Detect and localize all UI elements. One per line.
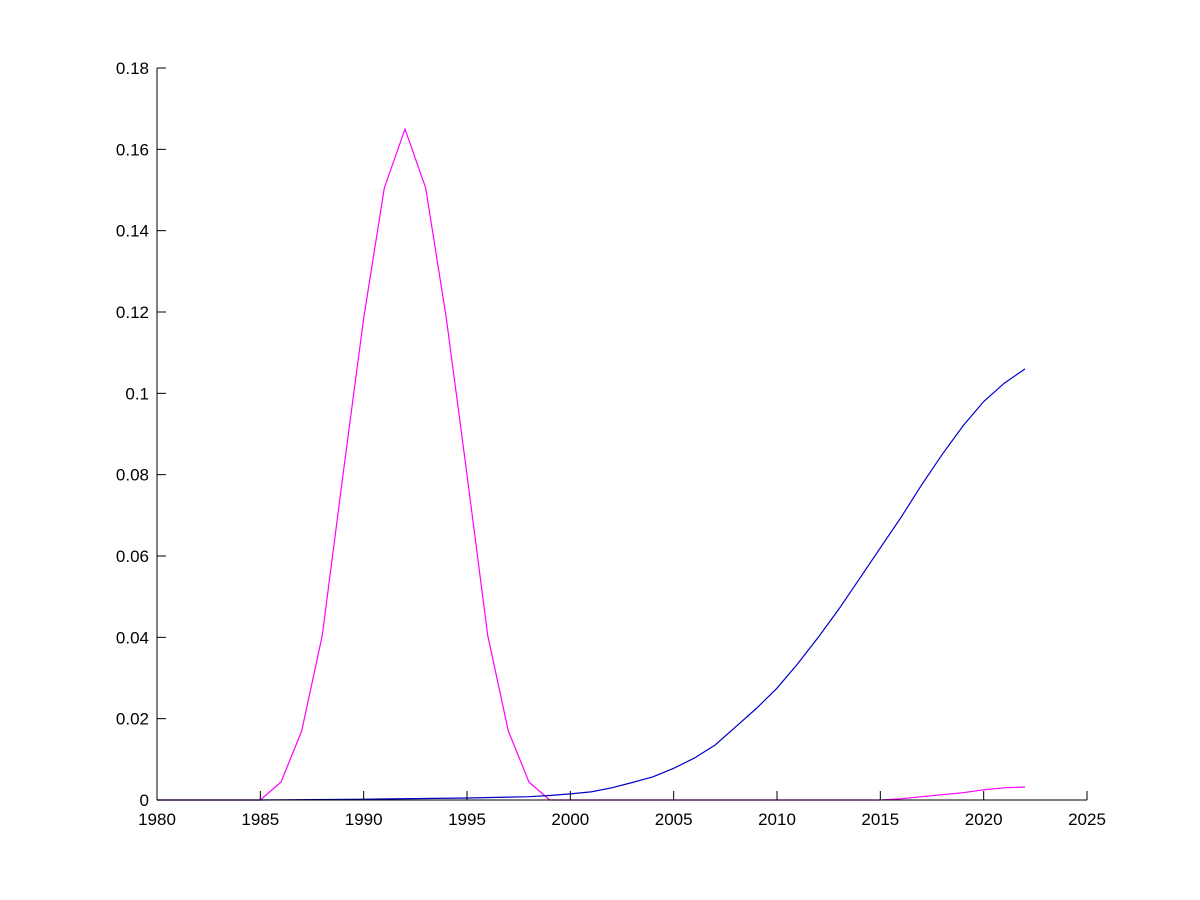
x-tick-label: 1995 bbox=[448, 810, 486, 829]
x-tick-label: 2005 bbox=[655, 810, 693, 829]
x-tick-label: 1990 bbox=[345, 810, 383, 829]
ticks: 1980 1985 1990 1995 2000 2005 2010 2015 2020 2025… bbox=[116, 59, 1106, 829]
x-tick-label: 2010 bbox=[758, 810, 796, 829]
y-tick-label: 0.1 bbox=[125, 384, 149, 403]
series-line-0 bbox=[157, 127, 1026, 801]
x-tick-label: 2015 bbox=[861, 810, 899, 829]
y-tick-label: 0.12 bbox=[116, 303, 149, 322]
y-tick-label: 0.14 bbox=[116, 222, 149, 241]
series-line-1 bbox=[157, 368, 1026, 801]
y-tick-label: 0 bbox=[140, 791, 149, 810]
y-tick-label: 0.08 bbox=[116, 466, 149, 485]
x-tick-label: 2000 bbox=[551, 810, 589, 829]
x-tick-label: 2020 bbox=[965, 810, 1003, 829]
y-tick-label: 0.06 bbox=[116, 547, 149, 566]
y-tick-label: 0.18 bbox=[116, 59, 149, 78]
x-tick-label: 2025 bbox=[1068, 810, 1106, 829]
x-tick-label: 1985 bbox=[241, 810, 279, 829]
y-tick-label: 0.02 bbox=[116, 710, 149, 729]
series-layer bbox=[157, 127, 1026, 801]
y-tick-label: 0.16 bbox=[116, 140, 149, 159]
axes bbox=[156, 68, 1087, 801]
y-tick-label: 0.04 bbox=[116, 628, 149, 647]
x-tick-label: 1980 bbox=[138, 810, 176, 829]
